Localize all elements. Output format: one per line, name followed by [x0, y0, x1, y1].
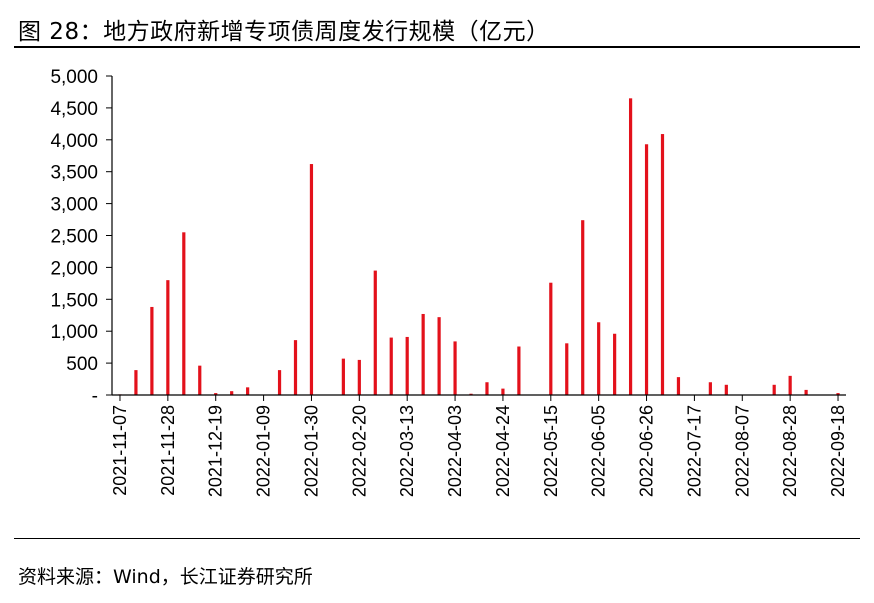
bar: 2022-01-30: 3620 — [309, 164, 314, 395]
y-tick-label: 5,000 — [50, 67, 98, 88]
bar: 2021-12-26: 60 — [230, 391, 234, 395]
x-tick-label: 2021-11-07 — [110, 405, 130, 496]
bar: 2021-11-28: 1800 — [166, 280, 170, 395]
bar-series: 2021-11-07: 102021-11-14: 3902021-11-21:… — [118, 98, 840, 396]
bar: 2022-04-03: 840 — [453, 341, 457, 395]
bar: 2022-09-04: 80 — [804, 389, 808, 395]
bar: 2022-06-12: 960 — [613, 333, 617, 395]
bar: 2022-05-22: 810 — [565, 343, 569, 395]
axes — [111, 76, 846, 396]
bar: 2021-12-12: 460 — [198, 365, 202, 395]
bar: 2021-12-19: 30 — [214, 393, 218, 395]
source-note: 资料来源：Wind，长江证券研究所 — [18, 566, 313, 588]
bar: 2022-03-13: 910 — [405, 336, 409, 395]
bar: 2022-06-05: 1140 — [597, 322, 601, 395]
bar: 2022-03-06: 900 — [389, 337, 393, 395]
x-tick-label: 2022-06-05 — [589, 405, 609, 497]
y-tick-label: 1,000 — [50, 322, 98, 343]
bar: 2021-12-05: 2550 — [182, 232, 186, 395]
y-tick-label: 500 — [66, 354, 98, 375]
figure-title: 图 28：地方政府新增专项债周度发行规模（亿元） — [18, 19, 550, 45]
y-tick-label: 1,500 — [50, 290, 98, 311]
bar: 2022-07-31: 160 — [724, 384, 728, 395]
y-tick-label: 3,500 — [50, 163, 98, 184]
bar: 2022-08-28: 300 — [788, 375, 792, 395]
bar: 2021-11-21: 1380 — [150, 306, 154, 395]
x-tick-label: 2022-07-17 — [684, 405, 704, 497]
title-rule — [14, 46, 860, 48]
y-tick-label: 4,500 — [50, 99, 98, 120]
bar: 2022-09-18: 30 — [836, 393, 840, 395]
bar: 2022-05-15: 1760 — [549, 282, 553, 395]
x-axis-ticks: 2021-11-07 2021-11-28 2021-12-19 2022-01-09… — [110, 395, 848, 497]
x-tick-label: 2022-05-15 — [541, 405, 561, 497]
bar: 2022-03-20: 1270 — [421, 313, 425, 395]
bar: 2022-01-16: 390 — [277, 370, 282, 395]
bar: 2022-04-10: 20 — [469, 393, 473, 395]
bar: 2022-02-27: 1950 — [373, 270, 377, 395]
bar: 2021-11-14: 390 — [134, 370, 138, 395]
x-tick-label: 2022-04-24 — [493, 405, 513, 497]
bar: 2022-02-20: 550 — [357, 359, 361, 395]
bar: 2022-01-02: 120 — [246, 387, 250, 395]
bar: 2022-06-19: 4650 — [628, 98, 633, 395]
y-axis-ticks: - 500 1,000 1,500 2,000 2,500 3,000 3,500 4,000 4… — [50, 67, 112, 407]
x-tick-label: 2022-04-03 — [445, 405, 465, 497]
y-tick-label: 2,000 — [50, 258, 98, 279]
bar: 2022-07-10: 280 — [676, 377, 681, 395]
x-tick-label: 2022-08-28 — [780, 405, 800, 497]
bar: 2022-05-01: 760 — [517, 346, 521, 395]
bar: 2022-08-21: 160 — [772, 384, 776, 395]
x-tick-label: 2021-12-19 — [206, 405, 226, 497]
x-tick-label: 2022-02-20 — [349, 405, 369, 497]
bar-chart: - 500 1,000 1,500 2,000 2,500 3,000 3,500 4,000 4… — [50, 67, 848, 497]
bar: 2022-04-24: 100 — [501, 388, 505, 395]
x-tick-label: 2022-09-18 — [828, 405, 848, 497]
bar: 2022-01-23: 860 — [293, 340, 298, 395]
y-tick-label: - — [92, 386, 98, 407]
source-rule — [14, 538, 860, 539]
x-tick-label: 2022-06-26 — [637, 405, 657, 497]
bar: 2022-07-24: 200 — [708, 382, 712, 395]
x-tick-label: 2022-01-09 — [254, 405, 274, 497]
y-tick-label: 4,000 — [50, 131, 98, 152]
x-tick-label: 2022-01-30 — [301, 405, 321, 497]
x-tick-label: 2022-03-13 — [397, 405, 417, 497]
bar: 2022-06-26: 3930 — [644, 144, 649, 395]
bar: 2022-04-17: 200 — [485, 382, 489, 395]
y-tick-label: 3,000 — [50, 195, 98, 216]
x-tick-label: 2022-08-07 — [732, 405, 752, 497]
bar: 2022-05-29: 2740 — [581, 220, 585, 395]
x-tick-label: 2021-11-28 — [158, 405, 178, 496]
bar: 2022-03-27: 1220 — [437, 317, 441, 395]
bar: 2022-02-13: 570 — [341, 358, 345, 395]
y-tick-label: 2,500 — [50, 227, 98, 248]
bar: 2022-07-03: 4090 — [660, 134, 665, 396]
